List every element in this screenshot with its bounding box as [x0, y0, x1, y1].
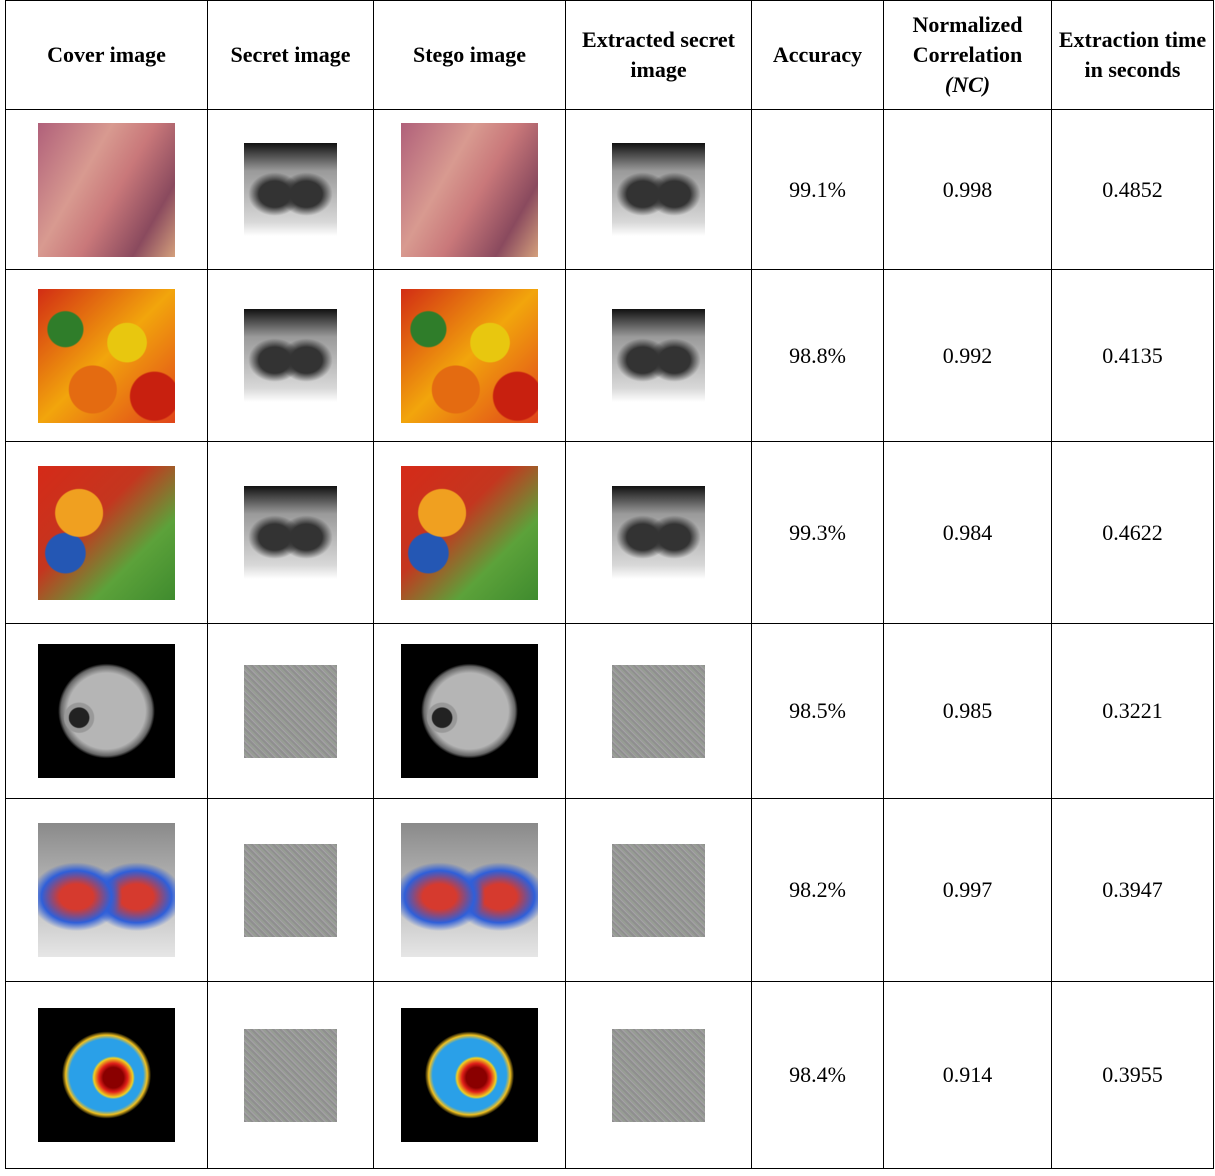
stego-image: [401, 644, 538, 778]
header-abbrev: (NC): [945, 72, 990, 97]
value-cell: 0.4622: [1052, 442, 1214, 624]
value-cell: 0.4135: [1052, 270, 1214, 442]
image-cell: [566, 270, 752, 442]
value-cell: 98.4%: [752, 982, 884, 1169]
image-cell: [374, 624, 566, 799]
value-cell: 0.992: [884, 270, 1052, 442]
image-cell: [208, 270, 374, 442]
cover-image: [38, 466, 175, 600]
header-cell: Accuracy: [752, 1, 884, 110]
extracted-image: [612, 309, 705, 402]
extracted-image: [612, 143, 705, 236]
extracted-image: [612, 844, 705, 937]
value-cell: 0.997: [884, 799, 1052, 982]
value-cell: 99.1%: [752, 110, 884, 270]
header-text: Normalized Correlation: [913, 12, 1023, 67]
value-cell: 0.985: [884, 624, 1052, 799]
header-cell: Extraction time in seconds: [1052, 1, 1214, 110]
image-cell: [566, 982, 752, 1169]
image-cell: [6, 110, 208, 270]
cover-image: [38, 123, 175, 257]
extracted-image: [612, 486, 705, 579]
image-cell: [208, 624, 374, 799]
header-row: Cover image Secret image Stego image Ext…: [6, 1, 1214, 110]
value-cell: 0.914: [884, 982, 1052, 1169]
value-cell: 98.5%: [752, 624, 884, 799]
secret-image: [244, 309, 337, 402]
image-cell: [6, 624, 208, 799]
image-cell: [566, 110, 752, 270]
cover-image: [38, 289, 175, 423]
image-cell: [374, 270, 566, 442]
image-cell: [208, 799, 374, 982]
value-cell: 98.2%: [752, 799, 884, 982]
stego-image: [401, 466, 538, 600]
header-cell: Cover image: [6, 1, 208, 110]
value-cell: 0.984: [884, 442, 1052, 624]
secret-image: [244, 486, 337, 579]
stego-image: [401, 823, 538, 957]
image-cell: [566, 442, 752, 624]
value-cell: 99.3%: [752, 442, 884, 624]
image-cell: [6, 442, 208, 624]
value-cell: 0.3955: [1052, 982, 1214, 1169]
image-cell: [6, 270, 208, 442]
header-cell: Extracted secret image: [566, 1, 752, 110]
image-cell: [208, 982, 374, 1169]
secret-image: [244, 143, 337, 236]
value-cell: 0.3947: [1052, 799, 1214, 982]
cover-image: [38, 644, 175, 778]
image-cell: [566, 799, 752, 982]
image-cell: [566, 624, 752, 799]
secret-image: [244, 844, 337, 937]
value-cell: 0.4852: [1052, 110, 1214, 270]
extracted-image: [612, 1029, 705, 1122]
results-table: Cover image Secret image Stego image Ext…: [5, 0, 1214, 1169]
value-cell: 0.998: [884, 110, 1052, 270]
value-cell: 0.3221: [1052, 624, 1214, 799]
cover-image: [38, 1008, 175, 1142]
stego-image: [401, 1008, 538, 1142]
image-cell: [208, 110, 374, 270]
header-cell: Normalized Correlation (NC): [884, 1, 1052, 110]
image-cell: [6, 799, 208, 982]
header-cell: Secret image: [208, 1, 374, 110]
image-cell: [6, 982, 208, 1169]
image-cell: [374, 442, 566, 624]
header-cell: Stego image: [374, 1, 566, 110]
secret-image: [244, 665, 337, 758]
secret-image: [244, 1029, 337, 1122]
image-cell: [208, 442, 374, 624]
cover-image: [38, 823, 175, 957]
extracted-image: [612, 665, 705, 758]
value-cell: 98.8%: [752, 270, 884, 442]
image-cell: [374, 799, 566, 982]
image-cell: [374, 110, 566, 270]
stego-image: [401, 289, 538, 423]
image-cell: [374, 982, 566, 1169]
page: Cover image Secret image Stego image Ext…: [0, 0, 1215, 1176]
stego-image: [401, 123, 538, 257]
